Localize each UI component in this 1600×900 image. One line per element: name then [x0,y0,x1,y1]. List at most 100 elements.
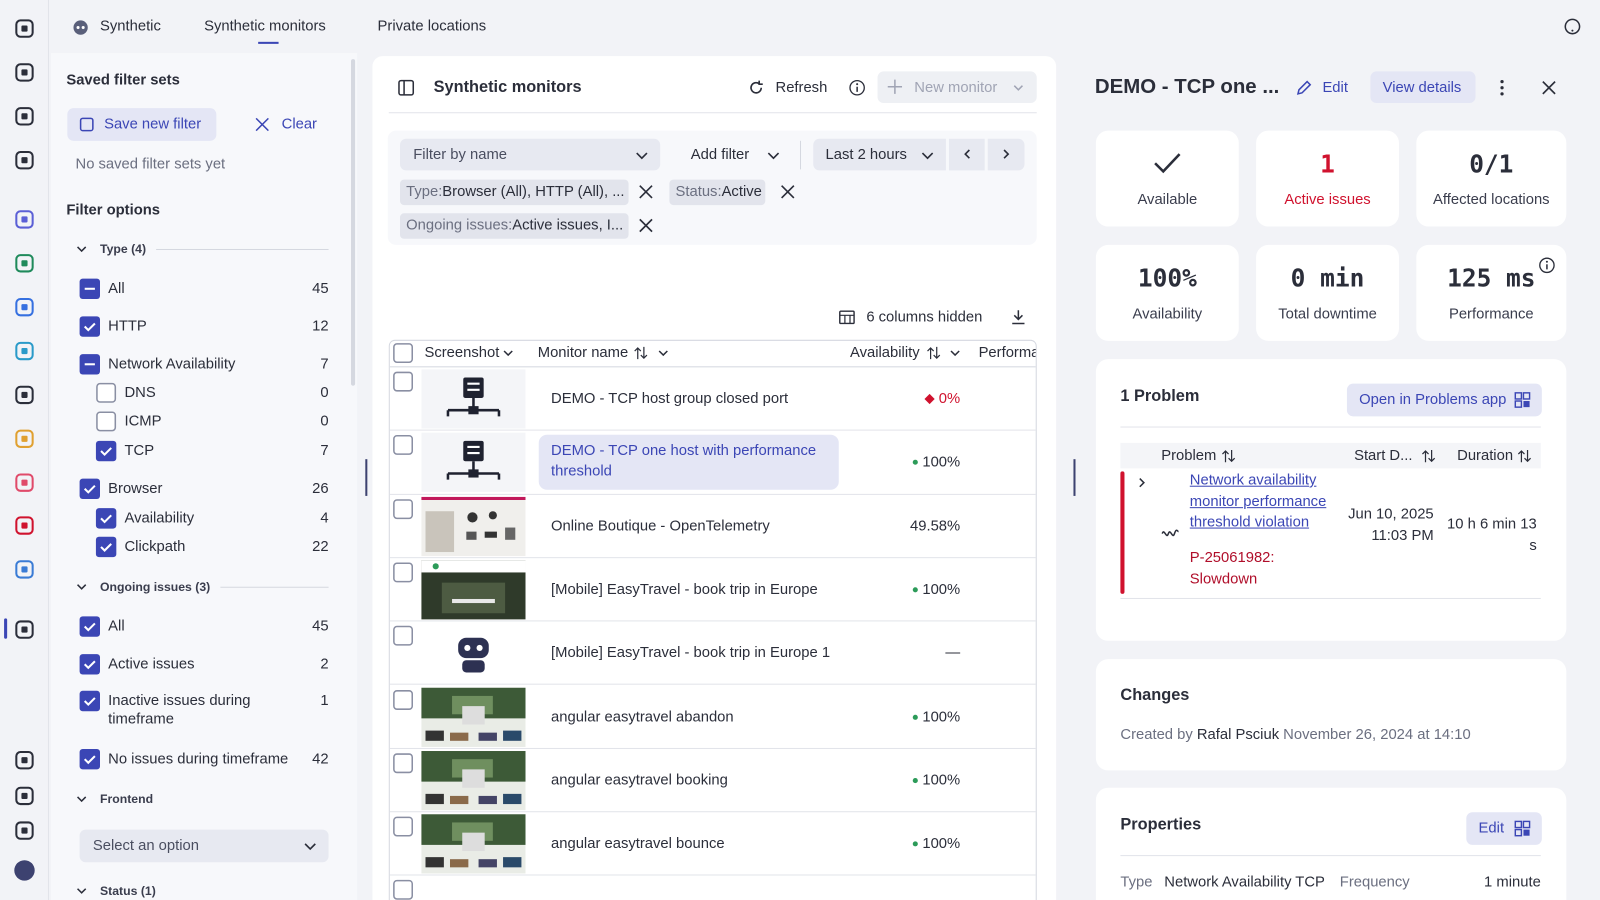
timeframe-select[interactable]: Last 2 hours [813,138,946,171]
checkbox[interactable] [79,690,100,712]
open-problems-button[interactable]: Open in Problems app [1346,383,1542,417]
nav-icon[interactable] [15,560,34,579]
new-monitor-button[interactable]: New monitor [877,71,1037,104]
nav-icon[interactable] [15,341,34,361]
filter-option[interactable]: Active issues [108,656,195,673]
download-icon[interactable] [1010,309,1026,325]
monitor-row[interactable]: Online Boutique - OpenTelemetry 49.58% [389,494,1036,559]
checkbox[interactable] [393,562,414,583]
nav-icon[interactable] [15,429,34,448]
sort-icon[interactable] [1517,449,1532,463]
filter-option[interactable]: TCP [124,442,155,460]
refresh-icon[interactable] [748,80,764,96]
nav-icon[interactable] [15,254,34,273]
chevron[interactable] [657,347,669,359]
group-toggle[interactable] [76,581,88,593]
column-header[interactable]: Monitor name [537,344,629,362]
save-filter-button[interactable]: Save new filter [67,108,217,141]
app-name[interactable]: Synthetic [99,18,161,35]
chevron[interactable] [502,347,514,359]
sort-icon[interactable] [927,346,941,360]
checkbox[interactable] [393,625,414,646]
filter-option[interactable]: Browser [108,480,163,497]
column-header[interactable]: Start D... [1354,447,1413,465]
nav-icon[interactable] [15,151,34,170]
nav-icon[interactable] [15,63,34,82]
checkbox[interactable] [95,508,117,529]
group-label[interactable]: Type (4) [99,241,147,257]
checkbox[interactable] [393,343,414,364]
view-details-button[interactable]: View details [1370,71,1476,104]
monitor-name[interactable]: [Mobile] EasyTravel - book trip in Europ… [551,581,818,598]
filter-option[interactable]: All [108,280,125,297]
filter-option[interactable]: Availability [124,510,195,527]
filter-option[interactable]: All [108,618,125,635]
monitor-name[interactable]: angular easytravel abandon [551,708,734,725]
checkbox[interactable] [95,536,117,558]
add-filter-button[interactable]: Add filter [690,146,750,164]
nav-icon[interactable] [15,751,34,770]
monitor-row[interactable]: [Mobile] EasyTravel - book trip in Europ… [389,622,1036,686]
group-toggle[interactable] [76,885,88,897]
more-icon[interactable] [1500,79,1504,96]
monitor-row[interactable]: angular easytravel booking 100% [389,749,1036,813]
checkbox[interactable] [79,654,100,675]
monitor-row[interactable]: angular easytravel abandon 100% [389,685,1036,749]
checkbox[interactable] [79,616,100,637]
info-icon[interactable] [849,79,865,96]
nav-icon[interactable] [15,473,34,492]
columns-icon[interactable] [839,309,855,325]
monitor-name[interactable]: [Mobile] EasyTravel - book trip in Europ… [551,645,831,662]
sort-icon[interactable] [1422,449,1436,463]
checkbox[interactable] [393,880,414,900]
checkbox[interactable] [393,689,414,710]
monitor-row[interactable]: angular easytravel bounce 100% [389,812,1036,876]
checkbox[interactable] [79,354,100,375]
refresh-button[interactable]: Refresh [775,79,828,96]
nav-icon[interactable] [15,821,34,840]
monitor-row[interactable]: DEMO - TCP one host with performance thr… [389,431,1036,495]
properties-edit-button[interactable]: Edit [1466,812,1542,845]
sort-icon[interactable] [634,346,648,360]
edit-icon[interactable] [1296,80,1312,96]
monitor-name[interactable]: Online Boutique - OpenTelemetry [551,517,770,535]
checkbox[interactable] [393,498,414,519]
help-icon[interactable] [1564,18,1581,35]
checkbox[interactable] [79,478,100,499]
previous-timeframe[interactable] [948,138,985,171]
filter-option[interactable]: HTTP [108,318,147,335]
column-header[interactable]: Problem [1161,447,1217,465]
edit-button[interactable]: Edit [1322,79,1348,96]
checkbox[interactable] [79,316,100,337]
filter-chip[interactable]: Type:Browser (All), HTTP (All), ... [399,179,629,206]
filter-chip[interactable]: Ongoing issues:Active issues, I... [399,213,629,239]
checkbox[interactable] [79,748,100,770]
nav-icon[interactable] [15,385,34,405]
sort-icon[interactable] [1222,449,1236,463]
checkbox[interactable] [393,435,414,456]
chevron[interactable] [765,147,781,163]
monitor-name[interactable]: angular easytravel bounce [551,835,725,853]
filter-option[interactable]: Inactive issues during timeframe [108,692,251,728]
monitor-name[interactable]: DEMO - TCP host group closed port [551,390,789,408]
info-icon[interactable] [1539,257,1555,274]
monitor-row[interactable]: [Mobile] EasyTravel - book trip in Europ… [389,558,1036,622]
remove-chip[interactable] [781,185,795,199]
tab[interactable]: Private locations [377,18,487,35]
filter-option[interactable]: DNS [124,384,156,402]
column-header[interactable]: Screenshot [424,344,500,362]
checkbox[interactable] [95,440,117,462]
nav-icon[interactable] [15,19,34,38]
remove-chip[interactable] [639,185,653,199]
filter-option[interactable]: ICMP [124,413,162,430]
nav-icon[interactable] [15,210,34,229]
monitor-name[interactable]: angular easytravel booking [551,772,728,789]
group-label[interactable]: Status (1) [99,883,156,898]
remove-chip[interactable] [639,218,653,233]
filter-option[interactable]: Clickpath [124,538,186,556]
nav-icon[interactable] [15,297,34,317]
group-label[interactable]: Ongoing issues (3) [99,579,211,594]
nav-icon[interactable] [15,516,34,535]
nav-icon[interactable] [15,786,34,806]
user-avatar[interactable] [14,860,35,881]
